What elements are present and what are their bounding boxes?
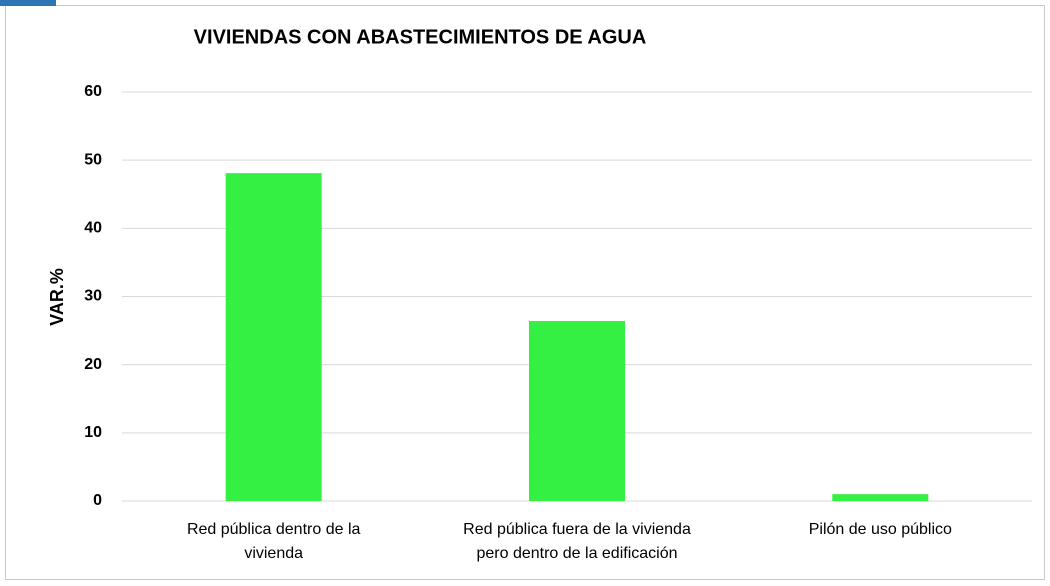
bar (225, 173, 322, 501)
y-tick-label: 60 (84, 83, 102, 100)
bar (832, 494, 929, 501)
x-tick-label: Red pública fuera de la vivienda pero den… (463, 521, 691, 562)
x-tick-label: Pilón de uso público (809, 521, 952, 538)
y-tick-label: 0 (93, 492, 102, 509)
corner-tab (0, 0, 56, 6)
y-axis-label: VAR.% (47, 268, 67, 326)
chart-frame (5, 5, 1045, 580)
y-tick-label: 30 (84, 288, 102, 305)
y-tick-label: 50 (84, 151, 102, 168)
chart-title: VIVIENDAS CON ABASTECIMIENTOS DE AGUA (194, 26, 647, 48)
x-tick-label: Red pública dentro de la vivienda (187, 521, 361, 562)
y-tick-label: 40 (84, 220, 102, 237)
bar (529, 321, 625, 501)
y-tick-label: 20 (84, 356, 102, 373)
y-tick-label: 10 (84, 424, 102, 441)
